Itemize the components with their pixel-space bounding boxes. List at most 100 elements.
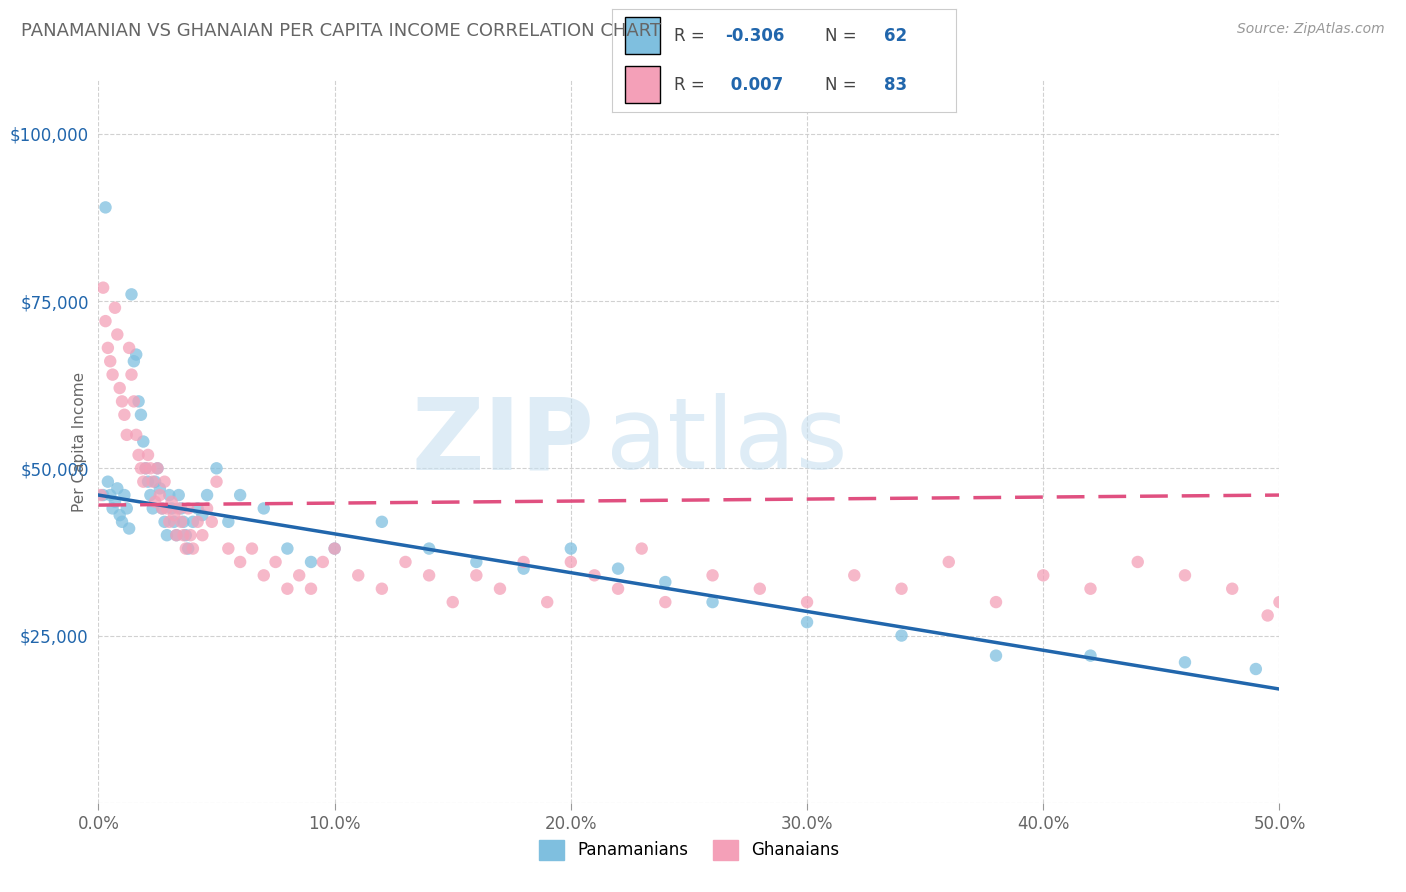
Point bbox=[177, 501, 200, 516]
Point bbox=[108, 508, 131, 523]
Point bbox=[323, 541, 346, 556]
Point bbox=[844, 568, 866, 582]
Point bbox=[122, 394, 145, 409]
Point bbox=[583, 568, 606, 582]
Point bbox=[105, 482, 128, 496]
Point bbox=[170, 501, 193, 516]
Point bbox=[90, 488, 112, 502]
Point bbox=[150, 501, 173, 516]
Point bbox=[94, 201, 117, 215]
Point bbox=[371, 582, 394, 596]
Point bbox=[163, 508, 186, 523]
Point bbox=[142, 475, 165, 489]
Point bbox=[128, 394, 150, 409]
Point bbox=[149, 488, 172, 502]
Text: ZIP: ZIP bbox=[412, 393, 595, 490]
Point bbox=[890, 582, 912, 596]
Point bbox=[94, 314, 117, 328]
Point bbox=[195, 488, 218, 502]
Point bbox=[172, 528, 194, 542]
Point bbox=[91, 281, 114, 295]
Point bbox=[118, 341, 141, 355]
FancyBboxPatch shape bbox=[626, 66, 659, 103]
Point bbox=[560, 555, 582, 569]
Point bbox=[132, 475, 155, 489]
Point bbox=[142, 501, 165, 516]
Point bbox=[191, 508, 214, 523]
Point bbox=[181, 541, 204, 556]
Point bbox=[191, 528, 214, 542]
Point bbox=[149, 482, 172, 496]
Point bbox=[132, 434, 155, 449]
Point bbox=[167, 501, 190, 516]
Point bbox=[217, 541, 239, 556]
Point bbox=[146, 461, 169, 475]
Text: -0.306: -0.306 bbox=[725, 27, 785, 45]
Point bbox=[104, 301, 127, 315]
Point bbox=[607, 582, 630, 596]
Point bbox=[394, 555, 416, 569]
Point bbox=[111, 394, 134, 409]
Point bbox=[299, 582, 322, 596]
Point bbox=[139, 488, 162, 502]
Point bbox=[984, 648, 1007, 663]
Point bbox=[1268, 595, 1291, 609]
Point bbox=[177, 541, 200, 556]
Point bbox=[702, 595, 724, 609]
Point bbox=[104, 494, 127, 508]
Point bbox=[512, 562, 534, 576]
Point bbox=[1126, 555, 1149, 569]
Point bbox=[157, 488, 180, 502]
Point bbox=[91, 488, 114, 502]
Point bbox=[125, 348, 148, 362]
Point bbox=[264, 555, 287, 569]
Point bbox=[1032, 568, 1054, 582]
Point bbox=[201, 515, 224, 529]
Point bbox=[156, 501, 179, 516]
Point bbox=[607, 562, 630, 576]
Point bbox=[229, 555, 252, 569]
Point bbox=[630, 541, 652, 556]
Point bbox=[163, 515, 186, 529]
Point bbox=[174, 541, 197, 556]
Text: 62: 62 bbox=[884, 27, 907, 45]
Point bbox=[187, 501, 209, 516]
Point bbox=[1080, 648, 1102, 663]
Point bbox=[111, 515, 134, 529]
Point bbox=[323, 541, 346, 556]
Text: PANAMANIAN VS GHANAIAN PER CAPITA INCOME CORRELATION CHART: PANAMANIAN VS GHANAIAN PER CAPITA INCOME… bbox=[21, 22, 661, 40]
Point bbox=[465, 568, 488, 582]
Point bbox=[512, 555, 534, 569]
Point bbox=[288, 568, 311, 582]
Point bbox=[560, 541, 582, 556]
Point bbox=[165, 528, 187, 542]
Point bbox=[160, 501, 183, 516]
Point bbox=[118, 521, 141, 535]
Point bbox=[229, 488, 252, 502]
Point bbox=[122, 354, 145, 368]
Point bbox=[121, 287, 143, 301]
Point bbox=[112, 408, 135, 422]
Point bbox=[157, 515, 180, 529]
Point bbox=[371, 515, 394, 529]
Point bbox=[536, 595, 558, 609]
Point bbox=[418, 568, 440, 582]
Point bbox=[125, 427, 148, 442]
Point bbox=[172, 515, 194, 529]
Point bbox=[143, 475, 166, 489]
Point bbox=[984, 595, 1007, 609]
Point bbox=[276, 541, 298, 556]
FancyBboxPatch shape bbox=[626, 17, 659, 54]
Legend: Panamanians, Ghanaians: Panamanians, Ghanaians bbox=[531, 833, 846, 867]
Point bbox=[167, 488, 190, 502]
Point bbox=[187, 515, 209, 529]
Point bbox=[748, 582, 770, 596]
Point bbox=[489, 582, 512, 596]
Point bbox=[702, 568, 724, 582]
Point bbox=[136, 475, 159, 489]
Point bbox=[121, 368, 143, 382]
Point bbox=[174, 528, 197, 542]
Point bbox=[135, 461, 157, 475]
Text: N =: N = bbox=[825, 27, 862, 45]
Point bbox=[195, 501, 218, 516]
